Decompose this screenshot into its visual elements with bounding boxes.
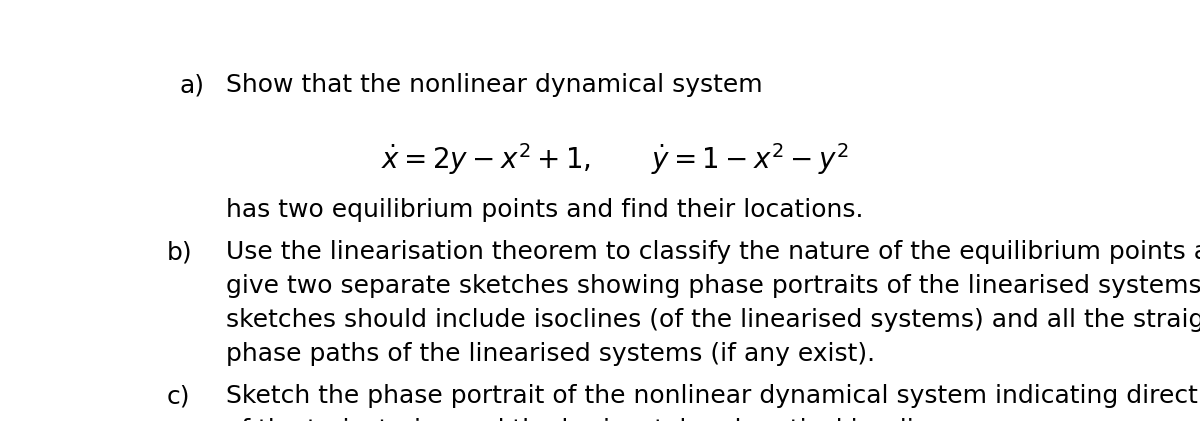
Text: of the trajectories and the horizontal and vertical isoclines.: of the trajectories and the horizontal a… <box>227 418 966 421</box>
Text: Use the linearisation theorem to classify the nature of the equilibrium points a: Use the linearisation theorem to classif… <box>227 240 1200 264</box>
Text: b): b) <box>167 240 192 264</box>
Text: has two equilibrium points and find their locations.: has two equilibrium points and find thei… <box>227 198 864 222</box>
Text: a): a) <box>180 73 205 97</box>
Text: sketches should include isoclines (of the linearised systems) and all the straig: sketches should include isoclines (of th… <box>227 308 1200 332</box>
Text: $\dot{x} = 2y - x^2 + 1, \qquad \dot{y} = 1 - x^2 - y^2$: $\dot{x} = 2y - x^2 + 1, \qquad \dot{y} … <box>382 141 848 177</box>
Text: phase paths of the linearised systems (if any exist).: phase paths of the linearised systems (i… <box>227 342 875 366</box>
Text: give two separate sketches showing phase portraits of the linearised systems.  Y: give two separate sketches showing phase… <box>227 274 1200 298</box>
Text: c): c) <box>167 384 191 408</box>
Text: Show that the nonlinear dynamical system: Show that the nonlinear dynamical system <box>227 73 763 97</box>
Text: Sketch the phase portrait of the nonlinear dynamical system indicating direction: Sketch the phase portrait of the nonline… <box>227 384 1200 408</box>
